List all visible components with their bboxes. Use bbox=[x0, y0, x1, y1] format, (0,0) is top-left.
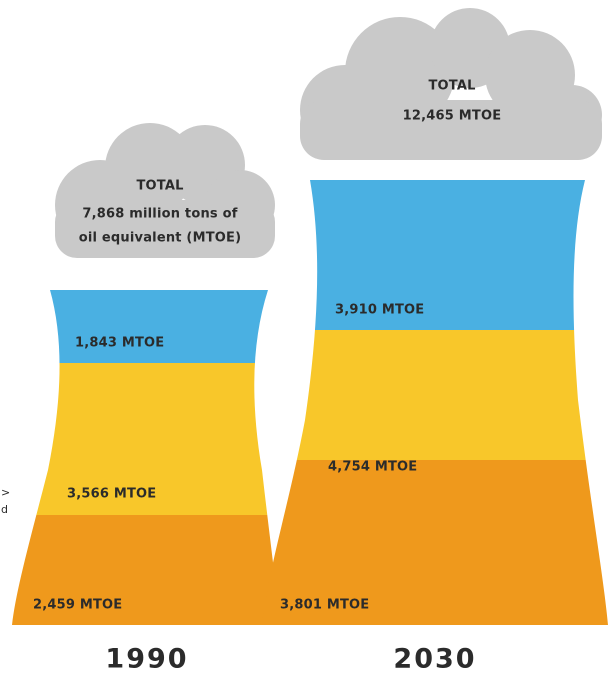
total-label: TOTAL bbox=[428, 79, 475, 94]
segment-label: 3,801 MTOE bbox=[280, 598, 369, 613]
cloud bbox=[55, 123, 275, 258]
year-label: 2030 bbox=[393, 644, 476, 674]
segment-label: 1,843 MTOE bbox=[75, 336, 164, 351]
segment bbox=[12, 290, 280, 363]
segment-label: 3,566 MTOE bbox=[67, 487, 156, 502]
cropped-text: > bbox=[1, 486, 10, 499]
cropped-text: d bbox=[1, 503, 8, 516]
tower bbox=[262, 180, 608, 625]
segment-label: 2,459 MTOE bbox=[33, 598, 122, 613]
segment bbox=[262, 180, 608, 330]
cloud bbox=[300, 8, 602, 160]
total-label: TOTAL bbox=[136, 179, 183, 194]
segment-label: 3,910 MTOE bbox=[335, 303, 424, 318]
year-label: 1990 bbox=[105, 644, 188, 674]
segment bbox=[262, 330, 608, 460]
total-label: oil equivalent (MTOE) bbox=[79, 231, 242, 246]
segment bbox=[12, 515, 280, 625]
total-label: 12,465 MTOE bbox=[403, 109, 502, 124]
segment-label: 4,754 MTOE bbox=[328, 460, 417, 475]
segment bbox=[262, 460, 608, 625]
total-label: 7,868 million tons of bbox=[82, 207, 237, 222]
